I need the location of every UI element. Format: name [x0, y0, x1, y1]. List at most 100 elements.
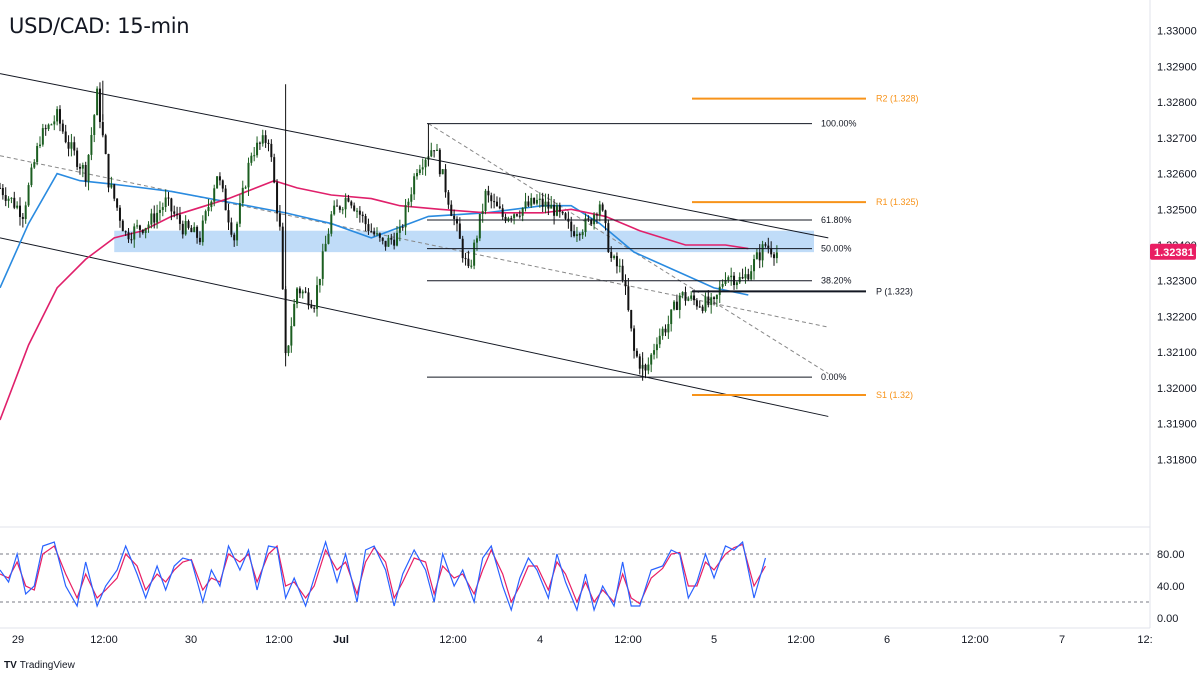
- channel-upper-line: [0, 73, 829, 239]
- candle-body: [775, 252, 778, 259]
- time-axis-label: 12:00: [90, 634, 118, 646]
- candle-body: [615, 256, 618, 267]
- candle-body: [635, 350, 638, 357]
- candle-body: [258, 142, 261, 144]
- candle-body: [484, 190, 487, 212]
- candle-body: [110, 184, 113, 188]
- candle-body: [281, 226, 284, 290]
- candle-body: [296, 288, 299, 304]
- candle-body: [4, 195, 7, 201]
- candle-body: [127, 232, 130, 240]
- candle-body: [773, 254, 776, 259]
- candle-body: [675, 301, 678, 310]
- candle-body: [524, 201, 527, 208]
- brand-label: TradingView: [19, 660, 75, 671]
- candle-body: [333, 205, 336, 215]
- candle-body: [104, 135, 107, 154]
- stoch-k-line: [0, 539, 767, 613]
- candle-body: [227, 210, 230, 223]
- candle-body: [444, 169, 447, 193]
- candle-body: [221, 180, 224, 189]
- candle-body: [618, 265, 621, 267]
- candle-body: [498, 206, 501, 209]
- candle-body: [553, 204, 556, 216]
- time-axis-label: 5: [711, 634, 717, 646]
- pivot-label: S1 (1.32): [876, 390, 913, 400]
- candle-body: [650, 354, 653, 365]
- candle-body: [653, 350, 656, 355]
- candle-body: [78, 166, 81, 169]
- candle-body: [647, 364, 650, 371]
- candle-body: [76, 150, 79, 167]
- candle-body: [438, 149, 441, 175]
- oscillator-axis-label: 0.00: [1157, 613, 1178, 625]
- candle-body: [530, 197, 533, 206]
- candle-body: [590, 219, 593, 225]
- candle-body: [667, 324, 670, 333]
- candle-body: [193, 226, 196, 233]
- candle-body: [770, 247, 773, 255]
- candle-body: [501, 208, 504, 217]
- candle-body: [7, 198, 10, 201]
- price-axis-label: 1.32600: [1157, 169, 1197, 181]
- candle-body: [453, 215, 456, 219]
- candle-body: [90, 134, 93, 155]
- candle-body: [467, 258, 470, 267]
- candle-body: [410, 194, 413, 202]
- candle-body: [758, 252, 761, 261]
- candle-body: [715, 294, 718, 300]
- candle-body: [661, 328, 664, 336]
- candle-body: [316, 285, 319, 309]
- candle-body: [241, 187, 244, 204]
- candle-body: [475, 238, 478, 243]
- candle-body: [621, 265, 624, 281]
- candle-body: [376, 233, 379, 235]
- candle-body: [10, 197, 13, 199]
- candle-body: [396, 232, 399, 246]
- candle-body: [0, 187, 1, 189]
- candle-body: [84, 164, 87, 182]
- fib-level-label: 38.20%: [821, 276, 852, 286]
- candle-body: [678, 295, 681, 310]
- candle-body: [493, 201, 496, 203]
- candle-body: [404, 205, 407, 228]
- candle-body: [587, 218, 590, 220]
- candle-body: [184, 221, 187, 235]
- candle-body: [538, 198, 541, 200]
- candle-body: [413, 176, 416, 195]
- candle-body: [247, 162, 250, 188]
- candle-body: [16, 205, 19, 208]
- candle-body: [261, 135, 264, 144]
- candle-body: [336, 205, 339, 207]
- candle-body: [38, 144, 41, 146]
- candle-body: [415, 172, 418, 177]
- candle-body: [178, 214, 181, 224]
- candle-body: [347, 198, 350, 202]
- candle-body: [458, 223, 461, 239]
- candle-body: [527, 201, 530, 206]
- stoch-d-line: [0, 543, 766, 605]
- candle-body: [698, 306, 701, 308]
- candle-body: [93, 115, 96, 135]
- price-axis-label: 1.32700: [1157, 133, 1197, 145]
- candle-body: [421, 167, 424, 170]
- candle-body: [164, 197, 167, 208]
- candle-body: [378, 233, 381, 238]
- candle-body: [61, 123, 64, 132]
- candle-body: [490, 195, 493, 202]
- time-axis-label: 30: [185, 634, 197, 646]
- candle-body: [253, 155, 256, 157]
- candle-body: [264, 135, 267, 143]
- candle-body: [356, 210, 359, 212]
- candle-body: [201, 220, 204, 243]
- candle-body: [398, 226, 401, 233]
- candle-body: [598, 204, 601, 216]
- time-axis-label: 12:00: [614, 634, 642, 646]
- candle-body: [750, 271, 753, 280]
- candle-body: [196, 226, 199, 238]
- candle-body: [584, 218, 587, 233]
- candle-body: [687, 298, 690, 301]
- candle-body: [124, 231, 127, 233]
- candle-body: [401, 226, 404, 228]
